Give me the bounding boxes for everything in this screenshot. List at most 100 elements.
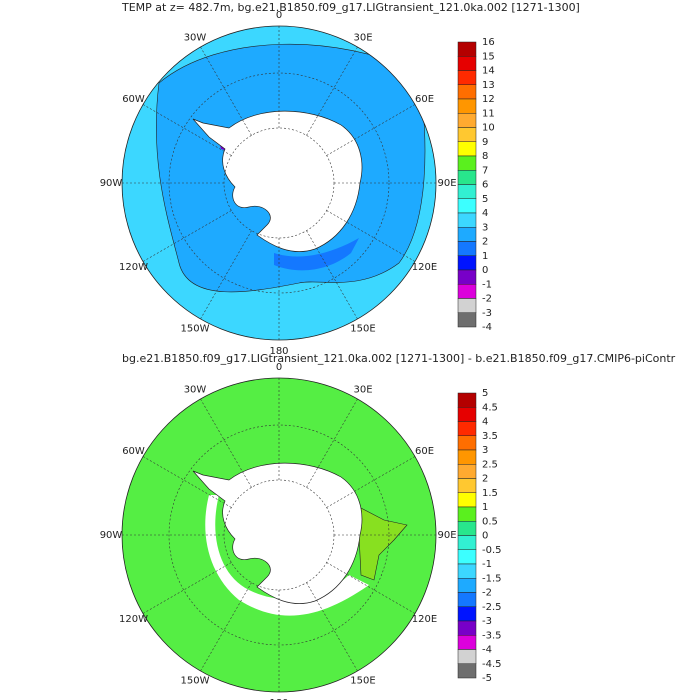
longitude-label: 60E (415, 94, 434, 105)
meridian-line (142, 456, 232, 508)
colorbar-box (457, 464, 477, 479)
polar-map (121, 377, 437, 693)
colorbar-label: 1 (482, 502, 488, 513)
meridian-line (306, 230, 358, 320)
colorbar-box (457, 563, 477, 579)
colorbar-box (457, 407, 477, 422)
map-border (121, 377, 437, 693)
longitude-label: 30E (353, 33, 372, 44)
meridian-line (306, 582, 358, 672)
longitude-label: 150W (181, 323, 210, 334)
colorbar-label: 4 (482, 417, 488, 428)
map-field (122, 26, 436, 340)
colorbar-box (457, 84, 477, 100)
colorbar-box (457, 155, 477, 171)
colorbar-label: 2 (482, 237, 488, 248)
colorbar-box (457, 170, 477, 185)
colorbar-label: 5 (482, 194, 488, 205)
colorbar-box (457, 535, 477, 550)
ocean-field (274, 238, 359, 271)
longitude-label: 0 (276, 362, 282, 373)
colorbar-label: 6 (482, 180, 488, 191)
colorbar-box (457, 606, 477, 622)
longitude-label: 120E (412, 262, 437, 273)
colorbar-label: -2.5 (482, 602, 502, 613)
longitude-label: 120W (119, 262, 148, 273)
colorbar-box (457, 198, 477, 214)
panel-title: bg.e21.B1850.f09_g17.LIGtransient_121.0k… (122, 352, 676, 365)
colorbar-label: -3 (482, 308, 492, 319)
colorbar-box (457, 635, 477, 650)
longitude-label: 0 (276, 10, 282, 21)
longitude-label: 90W (100, 178, 123, 189)
colorbar-label: 0 (482, 531, 488, 542)
meridian-line (200, 230, 252, 320)
colorbar-label: 3.5 (482, 431, 498, 442)
longitude-label: 120W (119, 614, 148, 625)
meridian-line (326, 210, 416, 262)
latitude-line (168, 72, 390, 294)
colorbar-box (457, 113, 477, 128)
colorbar-box (457, 227, 477, 242)
colorbar-label: -5 (482, 673, 492, 684)
meridian-line (200, 582, 252, 672)
meridian-line (200, 46, 252, 136)
colorbar-label: -2 (482, 294, 492, 305)
colorbar-box (457, 41, 477, 57)
map-border (121, 25, 437, 341)
meridian-line (142, 210, 232, 262)
colorbar-box (457, 269, 477, 285)
longitude-label: 180 (269, 346, 288, 357)
colorbar-box (457, 141, 477, 157)
colorbar-box (457, 549, 477, 565)
colorbar-label: -1 (482, 559, 492, 570)
longitude-label: 150E (350, 675, 375, 686)
colorbar-label: 15 (482, 51, 495, 62)
colorbar-label: 5 (482, 388, 488, 399)
colorbar-label: -2 (482, 588, 492, 599)
colorbar-label: 3 (482, 222, 488, 233)
colorbar-box (457, 663, 477, 679)
colorbar-label: 1.5 (482, 488, 498, 499)
colorbar-label: 12 (482, 94, 495, 105)
colorbar-label: 0.5 (482, 516, 498, 527)
colorbar-label: 0 (482, 265, 488, 276)
colorbar-label: 2.5 (482, 459, 498, 470)
colorbar-box (457, 506, 477, 522)
colorbar-label: -4 (482, 322, 492, 333)
longitude-label: 60W (122, 94, 145, 105)
meridian-line (142, 104, 232, 156)
ocean-field (358, 506, 408, 581)
colorbar-box (457, 184, 477, 199)
latitude-line (168, 424, 390, 646)
colorbar-box (457, 312, 477, 328)
colorbar-label: 9 (482, 137, 488, 148)
colorbar-box (457, 435, 477, 451)
colorbar-label: -4 (482, 645, 492, 656)
longitude-label: 30W (184, 385, 207, 396)
colorbar-box (457, 592, 477, 607)
meridian-line (326, 104, 416, 156)
longitude-label: 60W (122, 446, 145, 457)
colorbar-box (457, 284, 477, 299)
colorbar-label: 11 (482, 108, 495, 119)
colorbar-label: 16 (482, 37, 495, 48)
colorbar-box (457, 578, 477, 593)
colorbar-box (457, 212, 477, 228)
longitude-label: 150E (350, 323, 375, 334)
colorbar-label: -0.5 (482, 545, 502, 556)
colorbar-box (457, 255, 477, 271)
meridian-line (142, 562, 232, 614)
meridian-line (200, 398, 252, 488)
longitude-label: 90E (437, 178, 456, 189)
longitude-label: 60E (415, 446, 434, 457)
colorbar-label: 1 (482, 251, 488, 262)
colorbar-label: 13 (482, 80, 495, 91)
colorbar-box (457, 241, 477, 256)
colorbar-label: 14 (482, 66, 495, 77)
colorbar-label: -3.5 (482, 630, 502, 641)
colorbar-box (457, 70, 477, 85)
colorbar-box (457, 56, 477, 71)
colorbar-label: 4 (482, 208, 488, 219)
